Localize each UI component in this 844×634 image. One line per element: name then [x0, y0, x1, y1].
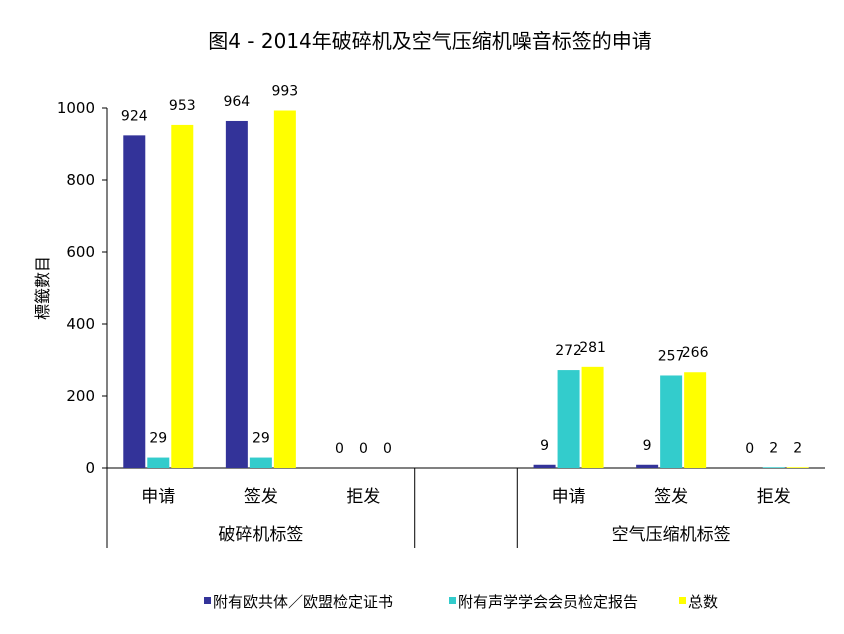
- legend-label: 附有声学学会会员检定报告: [458, 593, 638, 611]
- bar: [684, 372, 707, 468]
- data-label: 9: [540, 438, 549, 454]
- data-label: 0: [359, 441, 368, 457]
- data-label: 964: [223, 94, 250, 110]
- data-label: 2: [793, 440, 802, 456]
- legend-label: 总数: [688, 593, 718, 611]
- bar: [225, 120, 248, 469]
- legend-swatch: [679, 597, 686, 604]
- y-tick-label: 400: [66, 315, 95, 333]
- data-label: 266: [682, 345, 709, 361]
- x-category-label: 签发: [244, 487, 278, 507]
- legend-swatch: [204, 597, 211, 604]
- data-label: 0: [745, 441, 754, 457]
- bar: [581, 366, 604, 468]
- bar: [123, 135, 146, 469]
- data-label: 993: [271, 84, 298, 100]
- legend-swatch: [449, 597, 456, 604]
- data-label: 272: [555, 343, 582, 359]
- y-tick-label: 800: [66, 171, 95, 189]
- data-label: 953: [169, 98, 196, 114]
- bar: [786, 467, 809, 468]
- x-group-label: 空气压缩机标签: [612, 525, 731, 545]
- x-group-label: 破碎机标签: [218, 525, 303, 545]
- x-category-label: 申请: [141, 487, 175, 507]
- x-category-label: 拒发: [346, 487, 380, 507]
- data-label: 2: [769, 440, 778, 456]
- data-label: 924: [121, 108, 148, 124]
- legend-label: 附有欧共体／欧盟检定证书: [213, 593, 393, 611]
- x-category-label: 拒发: [757, 487, 791, 507]
- bar: [147, 457, 170, 468]
- y-tick-label: 200: [66, 387, 95, 405]
- bar: [533, 464, 556, 468]
- chart-title: 图4 - 2014年破碎机及空气压缩机噪音标签的申请: [208, 29, 652, 53]
- x-category-label: 申请: [552, 487, 586, 507]
- data-label: 9: [643, 438, 652, 454]
- data-label: 29: [149, 431, 167, 447]
- y-tick-label: 600: [66, 243, 95, 261]
- bar: [557, 370, 580, 468]
- data-label: 257: [658, 348, 685, 364]
- data-label: 0: [335, 441, 344, 457]
- data-label: 29: [252, 431, 270, 447]
- bar: [660, 375, 683, 468]
- y-axis-label: 標籤數目: [33, 256, 52, 320]
- bar: [762, 467, 785, 468]
- y-tick-label: 0: [85, 459, 95, 477]
- bar: [273, 110, 296, 469]
- x-category-label: 签发: [654, 487, 688, 507]
- data-label: 0: [383, 441, 392, 457]
- data-label: 281: [579, 340, 606, 356]
- bar: [249, 457, 272, 468]
- bar: [171, 124, 194, 469]
- y-tick-label: 1000: [57, 99, 95, 117]
- bar: [636, 464, 659, 468]
